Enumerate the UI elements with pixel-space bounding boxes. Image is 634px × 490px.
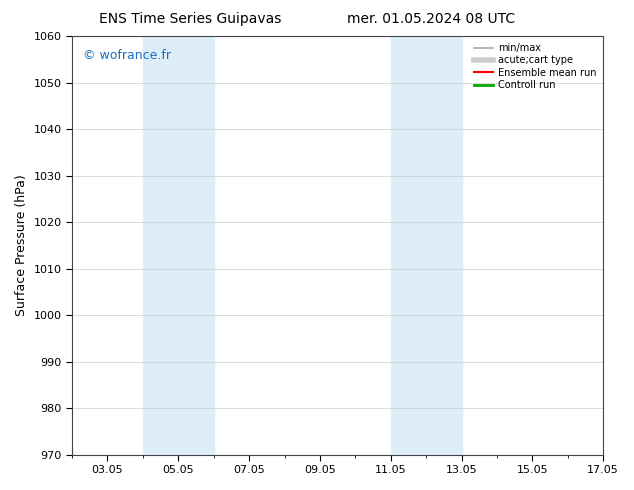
Bar <box>143 36 214 455</box>
Text: © wofrance.fr: © wofrance.fr <box>82 49 171 62</box>
Bar <box>391 36 426 455</box>
Text: ENS Time Series Guipavas: ENS Time Series Guipavas <box>99 12 281 26</box>
Bar <box>426 36 462 455</box>
Y-axis label: Surface Pressure (hPa): Surface Pressure (hPa) <box>15 174 28 316</box>
Legend: min/max, acute;cart type, Ensemble mean run, Controll run: min/max, acute;cart type, Ensemble mean … <box>472 41 598 92</box>
Text: mer. 01.05.2024 08 UTC: mer. 01.05.2024 08 UTC <box>347 12 515 26</box>
